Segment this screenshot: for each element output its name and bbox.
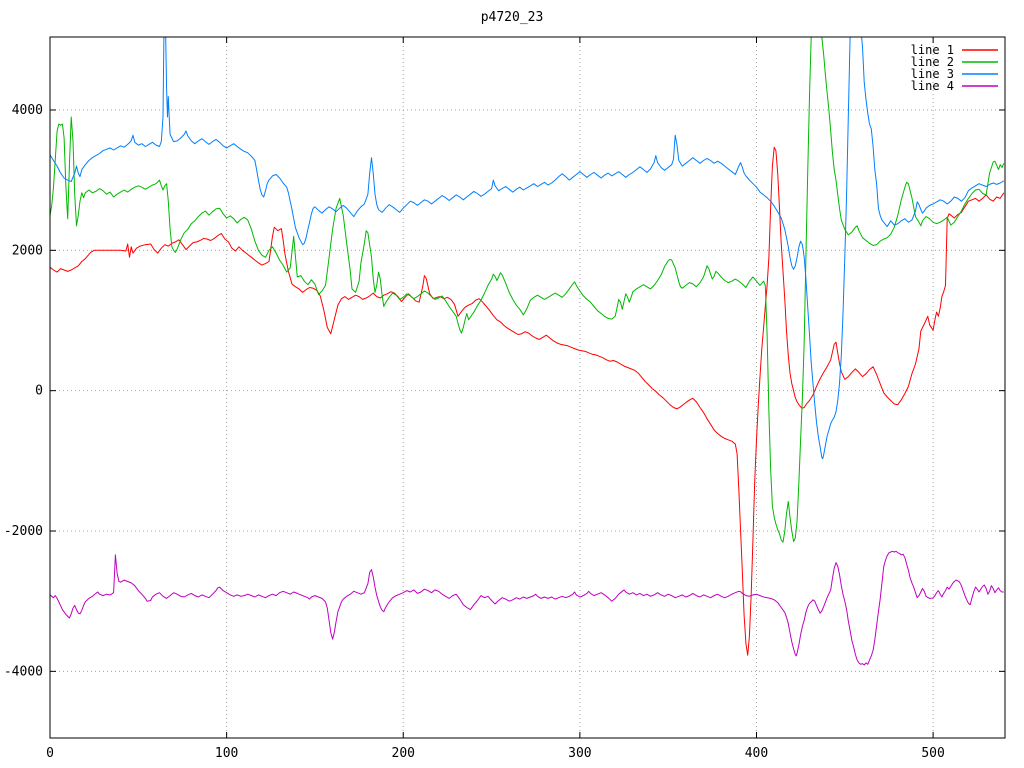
- x-tick-label: 100: [215, 746, 238, 761]
- y-tick-label: 2000: [12, 243, 43, 258]
- x-tick-label: 500: [921, 746, 944, 761]
- legend-label: line 1: [911, 43, 954, 57]
- x-tick-label: 400: [745, 746, 768, 761]
- series-line-2: [50, 37, 1005, 543]
- x-tick-label: 0: [46, 746, 54, 761]
- x-tick-label: 200: [392, 746, 415, 761]
- chart-title: p4720_23: [481, 10, 544, 25]
- plot-border: [49, 36, 1006, 739]
- y-tick-label: -4000: [4, 664, 43, 679]
- series-line-4: [50, 550, 1004, 666]
- legend-label: line 4: [911, 79, 954, 93]
- legend-label: line 2: [911, 55, 954, 69]
- axis-layer: 0 100 200 300 400 500 -4000 -2000 0 2000 4000: [4, 36, 1006, 761]
- legend-label: line 3: [911, 67, 954, 81]
- series-line-1: [50, 146, 1005, 656]
- series-layer: [50, 37, 1005, 666]
- y-tick-label: -2000: [4, 524, 43, 539]
- y-tick-label: 4000: [12, 103, 43, 118]
- y-tick-label: 0: [35, 384, 43, 399]
- series-line-3: [50, 37, 1005, 460]
- x-tick-label: 300: [568, 746, 591, 761]
